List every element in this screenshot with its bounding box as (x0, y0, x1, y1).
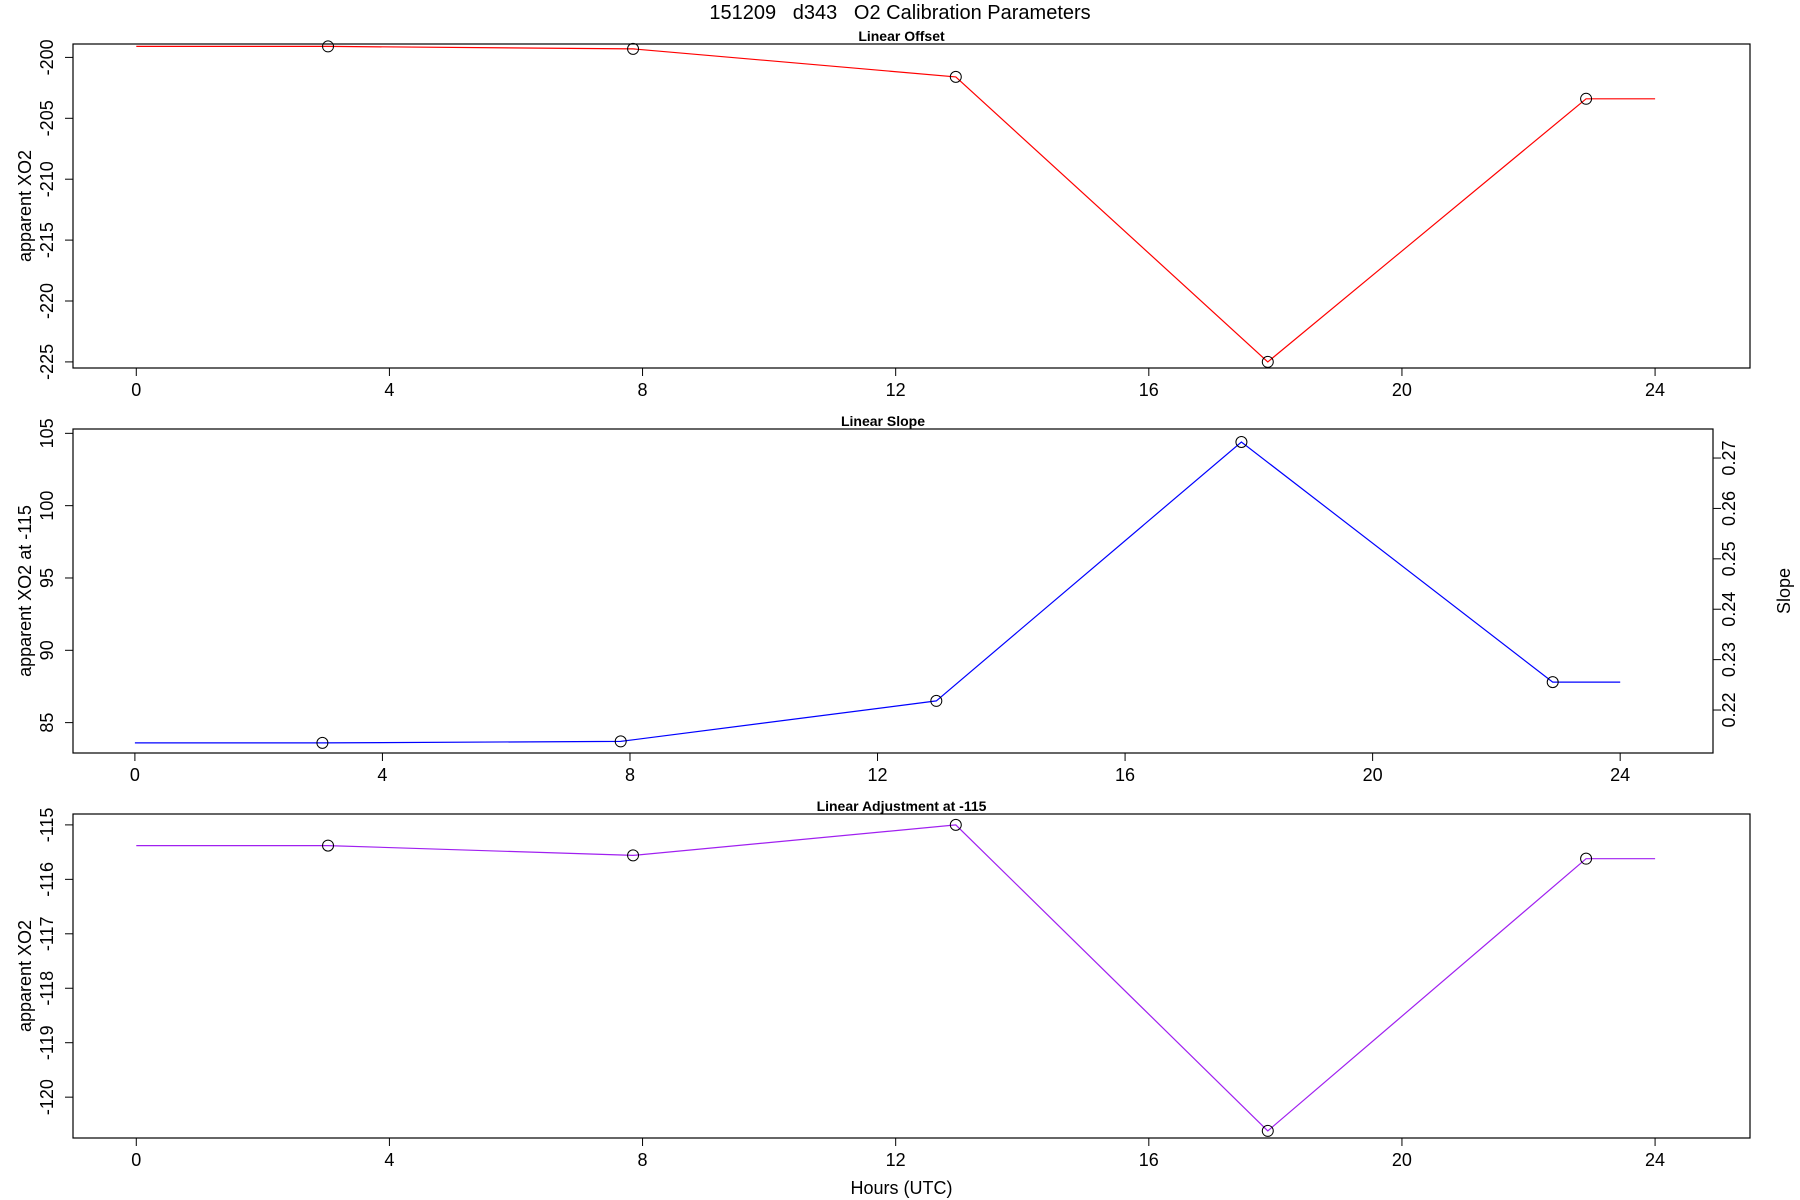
y2-tick-label: 0.26 (1719, 491, 1739, 526)
x-tick-label: 4 (377, 765, 387, 785)
plot-frame (72, 813, 1751, 1139)
y-axis-label: apparent XO2 (15, 920, 35, 1032)
x-tick-label: 24 (1645, 380, 1665, 400)
x-tick-label: 12 (868, 765, 888, 785)
y2-tick-label: 0.24 (1719, 592, 1739, 627)
panel-title: Linear Offset (858, 28, 945, 44)
y2-tick-label: 0.25 (1719, 541, 1739, 576)
y-tick-label: -220 (37, 283, 57, 319)
y2-axis-label: Slope (1774, 568, 1794, 614)
y-tick-label: -225 (37, 344, 57, 380)
panel-3: Linear Adjustment at -115 0 4 8 12 16 20 24 -120… (15, 798, 1751, 1198)
y-axis-label: apparent XO2 at -115 (15, 505, 35, 677)
x-tick-label: 4 (384, 380, 394, 400)
x-tick-label: 12 (886, 1150, 906, 1170)
data-point (1261, 1124, 1274, 1137)
x-tick-label: 20 (1392, 380, 1412, 400)
data-point (1580, 92, 1593, 105)
x-tick-label: 16 (1139, 1150, 1159, 1170)
y-tick-label: 100 (37, 491, 57, 521)
y-tick-label: -115 (37, 808, 57, 843)
data-point (1580, 852, 1593, 865)
figure-title: 151209 d343 O2 Calibration Parameters (709, 2, 1091, 24)
panel-1: Linear Offset 0 4 8 12 16 20 24 -225 -220 -215 -210… (15, 28, 1751, 400)
x-tick-label: 16 (1115, 765, 1135, 785)
data-point (614, 735, 627, 748)
y2-tick-label: 0.27 (1719, 441, 1739, 476)
x-axis-label: Hours (UTC) (851, 1178, 953, 1198)
x-tick-label: 24 (1610, 765, 1630, 785)
y-tick-label: -116 (37, 862, 57, 897)
y-tick-label: -200 (37, 39, 57, 75)
x-tick-label: 20 (1392, 1150, 1412, 1170)
x-tick-label: 8 (638, 1150, 648, 1170)
x-tick-label: 12 (886, 380, 906, 400)
x-tick-label: 24 (1645, 1150, 1665, 1170)
data-point (322, 40, 335, 53)
y-tick-label: 90 (37, 640, 57, 660)
panel-title: Linear Adjustment at -115 (817, 798, 987, 814)
series-line (136, 824, 1656, 1132)
data-point (322, 839, 335, 852)
x-tick-label: 0 (130, 765, 140, 785)
data-point (316, 736, 329, 749)
y-tick-label: -117 (37, 916, 57, 951)
panel-2: Linear Slope 0 4 8 12 16 20 24 85 90 95 100 105 appar… (15, 413, 1794, 785)
data-point (930, 694, 943, 707)
plot-frame (72, 428, 1714, 754)
y-axis-label: apparent XO2 (15, 150, 35, 262)
data-point (949, 818, 962, 831)
y-tick-label: -205 (37, 100, 57, 136)
x-tick-label: 0 (131, 1150, 141, 1170)
x-tick-label: 16 (1139, 380, 1159, 400)
x-tick-label: 20 (1363, 765, 1383, 785)
panel-title: Linear Slope (841, 413, 925, 429)
y-tick-label: -118 (37, 971, 57, 1006)
data-point (627, 42, 640, 55)
x-tick-label: 4 (384, 1150, 394, 1170)
y-tick-label: 95 (37, 568, 57, 588)
series-line (136, 45, 1656, 363)
x-tick-label: 8 (625, 765, 635, 785)
y2-tick-label: 0.22 (1719, 693, 1739, 728)
x-tick-label: 0 (131, 380, 141, 400)
x-tick-label: 8 (638, 380, 648, 400)
data-point (1235, 436, 1248, 449)
y-tick-label: -119 (37, 1025, 57, 1060)
data-point (949, 70, 962, 83)
data-point (627, 849, 640, 862)
y-tick-label: -210 (37, 161, 57, 197)
y-tick-label: -120 (37, 1079, 57, 1115)
plot-frame (72, 43, 1751, 369)
y-tick-label: 105 (37, 418, 57, 448)
y-tick-label: -215 (37, 222, 57, 258)
data-point (1546, 676, 1559, 689)
y2-tick-label: 0.23 (1719, 642, 1739, 677)
data-point (1261, 355, 1274, 368)
series-line (134, 441, 1621, 744)
y-tick-label: 85 (37, 713, 57, 733)
